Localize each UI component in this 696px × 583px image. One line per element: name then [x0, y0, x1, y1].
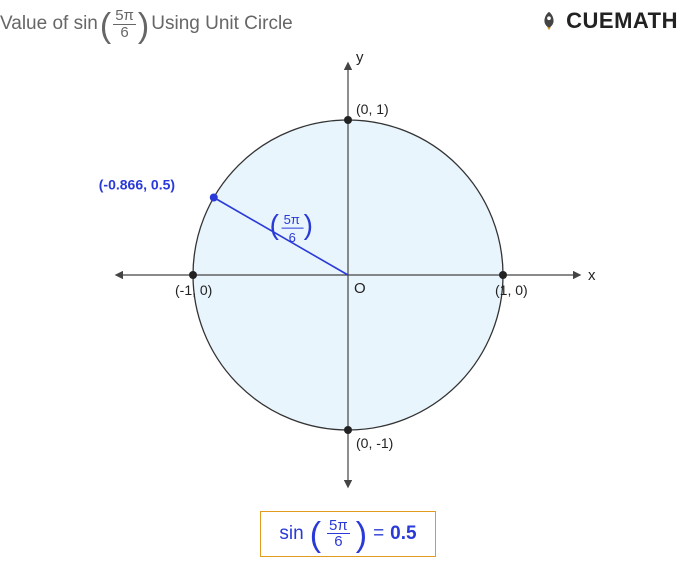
pt-right-label: (1, 0) — [495, 282, 528, 298]
angle-numerator: 5π — [113, 8, 136, 25]
pt-right-dot — [499, 271, 507, 279]
svg-text:(: ( — [270, 209, 280, 240]
result-fraction: 5π 6 — [327, 518, 350, 551]
result-container: sin ( 5π 6 ) = 0.5 — [0, 511, 696, 558]
rocket-icon — [538, 10, 560, 32]
paren-close: ) — [138, 18, 149, 35]
title-prefix: Value of sin — [0, 13, 98, 35]
unit-circle-diagram: x y O (1, 0) (-1, 0) (0, 1) (0, -1) (-0.866, 0.… — [0, 45, 696, 505]
result-fn: sin — [279, 523, 303, 545]
svg-text:): ) — [304, 209, 313, 240]
angle-denominator: 6 — [120, 25, 128, 41]
paren-open: ( — [100, 18, 111, 35]
pt-top-dot — [344, 116, 352, 124]
result-box: sin ( 5π 6 ) = 0.5 — [260, 511, 435, 558]
svg-text:6: 6 — [289, 230, 296, 245]
angle-fraction: 5π 6 — [113, 8, 136, 41]
angle-point-label: (-0.866, 0.5) — [99, 176, 175, 192]
header: Value of sin ( 5π 6 ) Using Unit Circle … — [0, 0, 696, 41]
title-suffix: Using Unit Circle — [151, 13, 292, 35]
result-value: 0.5 — [390, 523, 416, 545]
pt-left-label: (-1, 0) — [175, 282, 212, 298]
page-title: Value of sin ( 5π 6 ) Using Unit Circle — [0, 8, 293, 41]
pt-bottom-dot — [344, 426, 352, 434]
result-angle-den: 6 — [334, 534, 342, 550]
angle-point-dot — [210, 193, 218, 201]
pt-left-dot — [189, 271, 197, 279]
origin-label: O — [354, 280, 366, 297]
y-axis-label: y — [356, 49, 364, 66]
brand-logo: CUEMATH — [538, 8, 678, 34]
logo-text: CUEMATH — [566, 8, 678, 34]
pt-top-label: (0, 1) — [356, 101, 389, 117]
result-eq: = — [373, 523, 384, 545]
svg-text:5π: 5π — [284, 212, 300, 227]
diagram-container: x y O (1, 0) (-1, 0) (0, 1) (0, -1) (-0.866, 0.… — [0, 45, 696, 505]
result-angle-num: 5π — [327, 518, 350, 535]
result-paren-close: ) — [356, 527, 367, 544]
pt-bottom-label: (0, -1) — [356, 435, 393, 451]
result-paren-open: ( — [310, 527, 321, 544]
x-axis-label: x — [588, 267, 596, 284]
